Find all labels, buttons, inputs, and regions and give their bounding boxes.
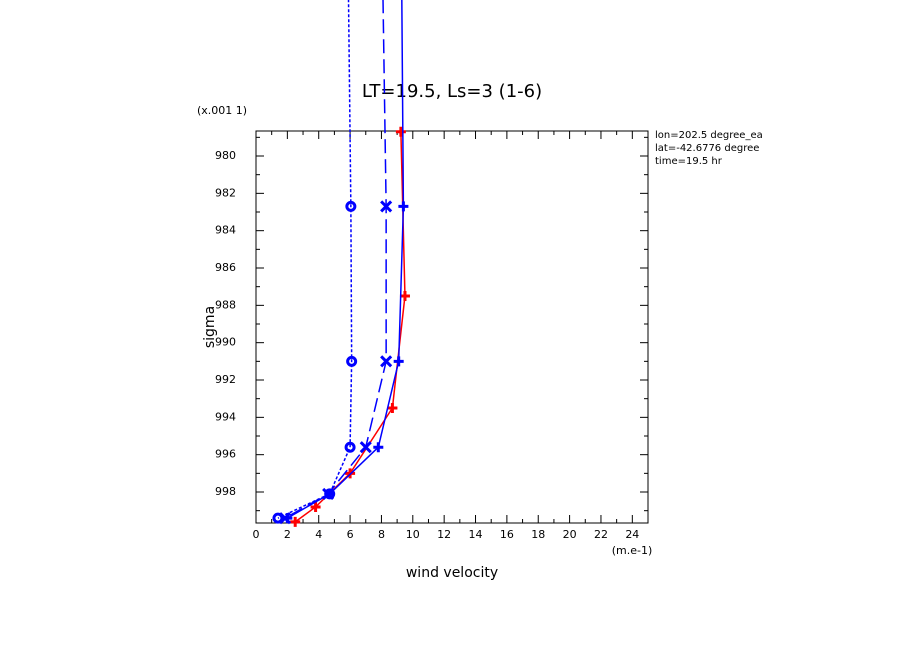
- series-line: [286, 0, 405, 519]
- x-tick-label: 4: [315, 528, 322, 541]
- y-tick-label: 996: [215, 448, 236, 461]
- marker: [395, 126, 406, 137]
- x-tick-label: 14: [469, 528, 483, 541]
- y-tick-label: 984: [215, 224, 236, 237]
- y-axis-label: sigma: [202, 306, 218, 348]
- marker: [387, 403, 398, 414]
- marker: [345, 200, 357, 212]
- annotation: lon=202.5 degree_ea: [655, 130, 763, 141]
- marker: [344, 441, 356, 453]
- marker: [324, 488, 336, 500]
- x-tick-label: 10: [406, 528, 420, 541]
- y-tick-label: 998: [215, 485, 236, 498]
- marker: [380, 355, 393, 368]
- y-tick-label: 990: [215, 336, 236, 349]
- y-tick-label: 992: [215, 373, 236, 386]
- marker: [310, 501, 321, 512]
- marker: [398, 201, 409, 212]
- series-line: [277, 0, 353, 519]
- marker: [290, 516, 301, 527]
- annotations: lon=202.5 degree_ea lat=-42.6776 degree …: [655, 130, 763, 167]
- y-units: (x.001 1): [197, 104, 247, 117]
- y-tick-label: 986: [215, 261, 236, 274]
- y-tick-label: 994: [215, 410, 236, 423]
- marker: [359, 441, 372, 454]
- x-tick-label: 20: [563, 528, 577, 541]
- marker: [399, 291, 410, 302]
- x-tick-label: 22: [594, 528, 608, 541]
- x-tick-label: 8: [378, 528, 385, 541]
- plot-frame: [255, 130, 649, 524]
- series-line: [284, 0, 387, 519]
- x-tick-label: 18: [531, 528, 545, 541]
- annotation: lat=-42.6776 degree: [655, 143, 759, 154]
- x-tick-label: 0: [253, 528, 260, 541]
- x-tick-label: 2: [284, 528, 291, 541]
- y-tick-label: 988: [215, 298, 236, 311]
- marker: [380, 200, 393, 213]
- y-tick-label: 982: [215, 186, 236, 199]
- chart-title: LT=19.5, Ls=3 (1-6): [362, 81, 542, 102]
- marker: [393, 356, 404, 367]
- annotation: time=19.5 hr: [655, 156, 723, 167]
- series-line: [294, 131, 406, 523]
- x-tick-label: 12: [437, 528, 451, 541]
- x-axis-label: wind velocity: [406, 565, 498, 581]
- marker: [346, 355, 358, 367]
- x-units: (m.e-1): [612, 544, 653, 557]
- y-tick-label: 980: [215, 149, 236, 162]
- x-tick-label: 24: [625, 528, 639, 541]
- marker: [373, 442, 384, 453]
- marker: [272, 512, 284, 524]
- x-tick-label: 6: [347, 528, 354, 541]
- x-tick-label: 16: [500, 528, 514, 541]
